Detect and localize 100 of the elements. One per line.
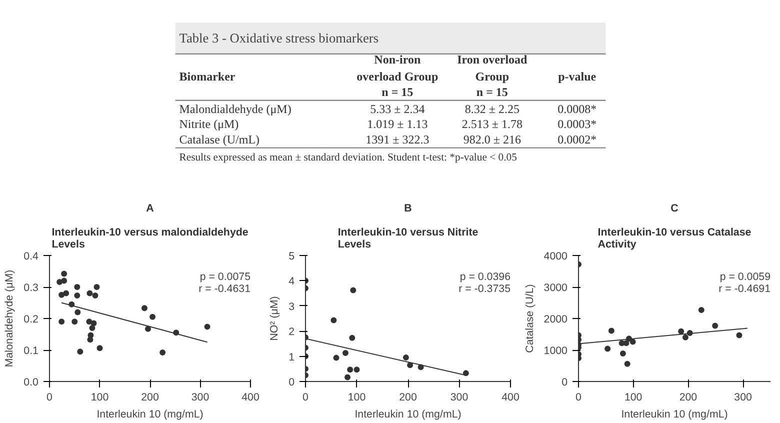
text: 1.019 ± 1.13	[367, 117, 428, 132]
point	[89, 324, 96, 331]
text: p-value	[558, 70, 597, 84]
text: Catalase (U/mL)	[179, 132, 260, 146]
point	[87, 336, 94, 343]
y-tick-label: 3	[288, 300, 295, 313]
chart-subtitle: A	[146, 202, 154, 214]
x-tick-label: 300	[191, 392, 210, 404]
x-tick-label: 400	[502, 392, 520, 404]
x-axis-title: Interleukin 10 (mg/mL)	[354, 408, 462, 420]
y-axis-title: Catalase (U/L)	[524, 284, 536, 353]
annotation: p = 0.0075	[200, 271, 251, 284]
point	[604, 346, 611, 352]
annotation: r = -0.3735	[458, 283, 511, 296]
y-tick-label: 0.1	[24, 345, 39, 357]
y-tick-label: 2000	[544, 314, 568, 326]
point	[86, 318, 92, 325]
point	[86, 290, 93, 296]
y-tick-label: 0.4	[24, 250, 39, 262]
point	[330, 317, 337, 324]
x-tick-label: 100	[624, 392, 642, 404]
text: n = 15	[476, 84, 508, 99]
point	[624, 360, 630, 367]
text: 8.32 ± 2.25	[464, 102, 520, 116]
text: Table 3 - Oxidative stress biomarkers	[179, 30, 379, 46]
point	[144, 326, 151, 332]
point	[402, 354, 409, 361]
x-tick-label: 200	[399, 392, 417, 404]
chart-title: Interleukin-10 versus Nitrite Levels	[338, 226, 478, 250]
text: Nitrite (μM)	[179, 117, 239, 132]
point	[347, 366, 354, 373]
x-tick-label: 100	[90, 392, 109, 404]
text: Biomarker	[179, 70, 236, 84]
text: 0.0008*	[558, 102, 597, 116]
point	[56, 278, 63, 285]
x-axis-title: Interleukin 10 (mg/mL)	[621, 408, 728, 420]
y-tick-label: 0.2	[24, 314, 39, 326]
text: 1391 ± 322.3	[366, 132, 430, 146]
chart-subtitle: B	[404, 202, 412, 214]
point	[141, 305, 148, 312]
y-tick-label: 4	[288, 276, 295, 288]
y-tick-label: 1000	[544, 345, 568, 357]
point	[74, 292, 80, 298]
point	[74, 284, 80, 290]
annotation: p = 0.0396	[460, 271, 511, 284]
point	[608, 328, 614, 334]
y-tick-label: 4000	[544, 250, 568, 262]
y-axis-title: Malonaldehyde (μM)	[4, 270, 16, 368]
point	[96, 345, 103, 352]
y-tick-label: 0	[288, 376, 295, 388]
point	[462, 370, 469, 376]
point	[63, 290, 70, 296]
text: Results expressed as mean ± standard deviation. Student t-test: *p-value < 0.05	[179, 152, 517, 164]
y-tick-label: 5	[288, 250, 295, 262]
point	[342, 350, 348, 356]
point	[61, 270, 68, 277]
point	[682, 334, 688, 340]
point	[58, 318, 65, 325]
x-tick-label: 400	[242, 392, 260, 404]
point	[333, 354, 340, 361]
point	[350, 287, 356, 294]
y-tick-label: 0.0	[24, 376, 39, 388]
point	[407, 362, 414, 368]
point	[354, 366, 360, 373]
x-tick-label: 300	[450, 392, 468, 404]
text: 982.0 ± 216	[463, 132, 521, 146]
chart-title: Interleukin-10 versus malondialdehyde Levels	[52, 226, 248, 250]
x-tick-label: 200	[141, 392, 159, 404]
point	[344, 374, 351, 380]
x-tick-label: 100	[348, 392, 366, 404]
point	[77, 348, 84, 355]
point	[349, 334, 356, 341]
y-tick-label: 2	[288, 326, 295, 338]
y-tick-label: 0	[562, 376, 568, 388]
x-tick-label: 0	[46, 392, 53, 404]
chart-title: Interleukin-10 versus Catalase Activity	[598, 226, 752, 250]
annotation: p = 0.0059	[720, 271, 771, 284]
point	[620, 350, 626, 356]
x-tick-label: 0	[302, 392, 309, 404]
x-tick-label: 0	[576, 392, 582, 404]
point	[712, 322, 718, 329]
text: n = 15	[382, 84, 414, 99]
text: Malondialdehyde (μM)	[179, 102, 292, 116]
point	[630, 338, 636, 345]
text: 0.0002*	[558, 132, 597, 146]
point	[736, 332, 742, 338]
point	[204, 324, 210, 330]
annotation: r = -0.4691	[718, 283, 771, 296]
text: 2.513 ± 1.78	[462, 117, 522, 132]
point	[72, 318, 78, 325]
point	[58, 292, 65, 298]
point	[150, 314, 156, 320]
text: 5.33 ± 2.34	[370, 102, 425, 116]
annotation: r = -0.4631	[198, 283, 251, 296]
x-tick-label: 200	[679, 392, 698, 404]
point	[90, 320, 97, 326]
y-tick-label: 0.3	[24, 282, 39, 294]
point	[94, 284, 100, 290]
x-tick-label: 300	[734, 392, 752, 404]
point	[92, 292, 98, 298]
